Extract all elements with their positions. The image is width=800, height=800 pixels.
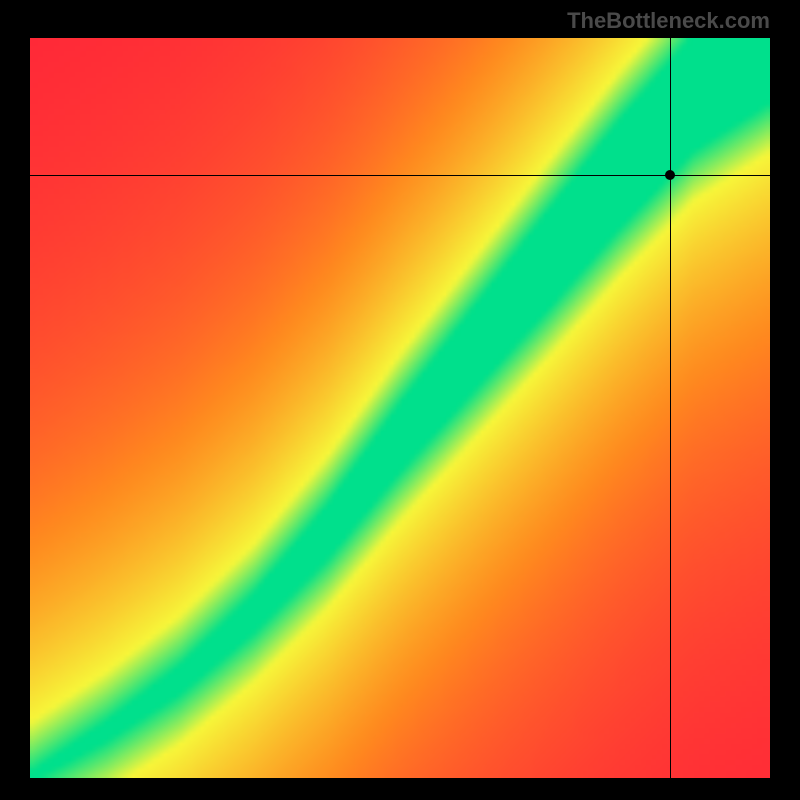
heatmap-canvas bbox=[30, 38, 770, 778]
crosshair-vertical bbox=[670, 38, 671, 778]
heatmap-plot bbox=[30, 38, 770, 778]
crosshair-horizontal bbox=[30, 175, 770, 176]
crosshair-marker bbox=[665, 170, 675, 180]
watermark-text: TheBottleneck.com bbox=[567, 8, 770, 34]
